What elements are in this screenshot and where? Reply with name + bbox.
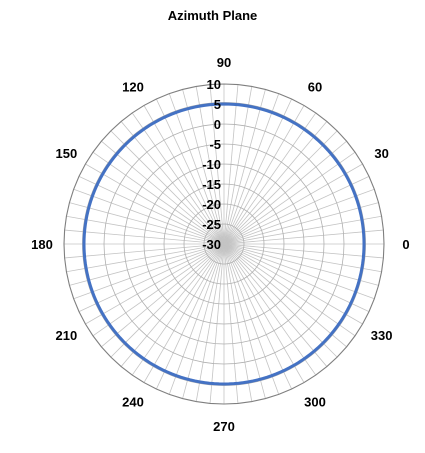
angle-tick-label: 30: [374, 146, 388, 161]
grid-ring: [203, 223, 245, 265]
radial-tick-label: -30: [202, 237, 221, 252]
radial-tick-label: 10: [207, 77, 221, 92]
radial-tick-label: -10: [202, 157, 221, 172]
angle-tick-label: 180: [31, 237, 53, 252]
angle-tick-label: 60: [308, 79, 322, 94]
radial-tick-label: -25: [202, 217, 221, 232]
angle-tick-label: 210: [56, 328, 78, 343]
angle-tick-label: 270: [213, 419, 235, 434]
grid-ring: [143, 163, 305, 325]
angle-tick-label: 90: [217, 55, 231, 70]
angle-tick-label: 240: [122, 395, 144, 410]
radial-label-layer: -30 -25 -20 -15 -10 -5 0 5 10: [202, 77, 221, 252]
angle-tick-label: 300: [304, 395, 326, 410]
series-line-main: [82, 102, 366, 386]
angle-tick-label: 120: [122, 79, 144, 94]
chart-title: Azimuth Plane: [167, 8, 258, 23]
radial-tick-label: 0: [214, 117, 221, 132]
radial-tick-label: -20: [202, 197, 221, 212]
radial-tick-label: -5: [209, 137, 221, 152]
grid-ring: [163, 183, 285, 305]
radial-tick-label: -15: [202, 177, 221, 192]
outer-ring: [63, 83, 385, 405]
grid-ring: [123, 143, 325, 345]
grid-layer: [63, 83, 385, 405]
angle-tick-label: 330: [371, 328, 393, 343]
angle-label-layer: 0 30 60 90 120 150 180 210 240 270 300 330: [31, 55, 409, 434]
radial-tick-label: 5: [214, 97, 221, 112]
grid-ring: [103, 123, 345, 365]
grid-ring: [183, 203, 265, 285]
angle-tick-label: 150: [56, 146, 78, 161]
series-layer: [82, 102, 366, 386]
angle-tick-label: 0: [402, 237, 409, 252]
